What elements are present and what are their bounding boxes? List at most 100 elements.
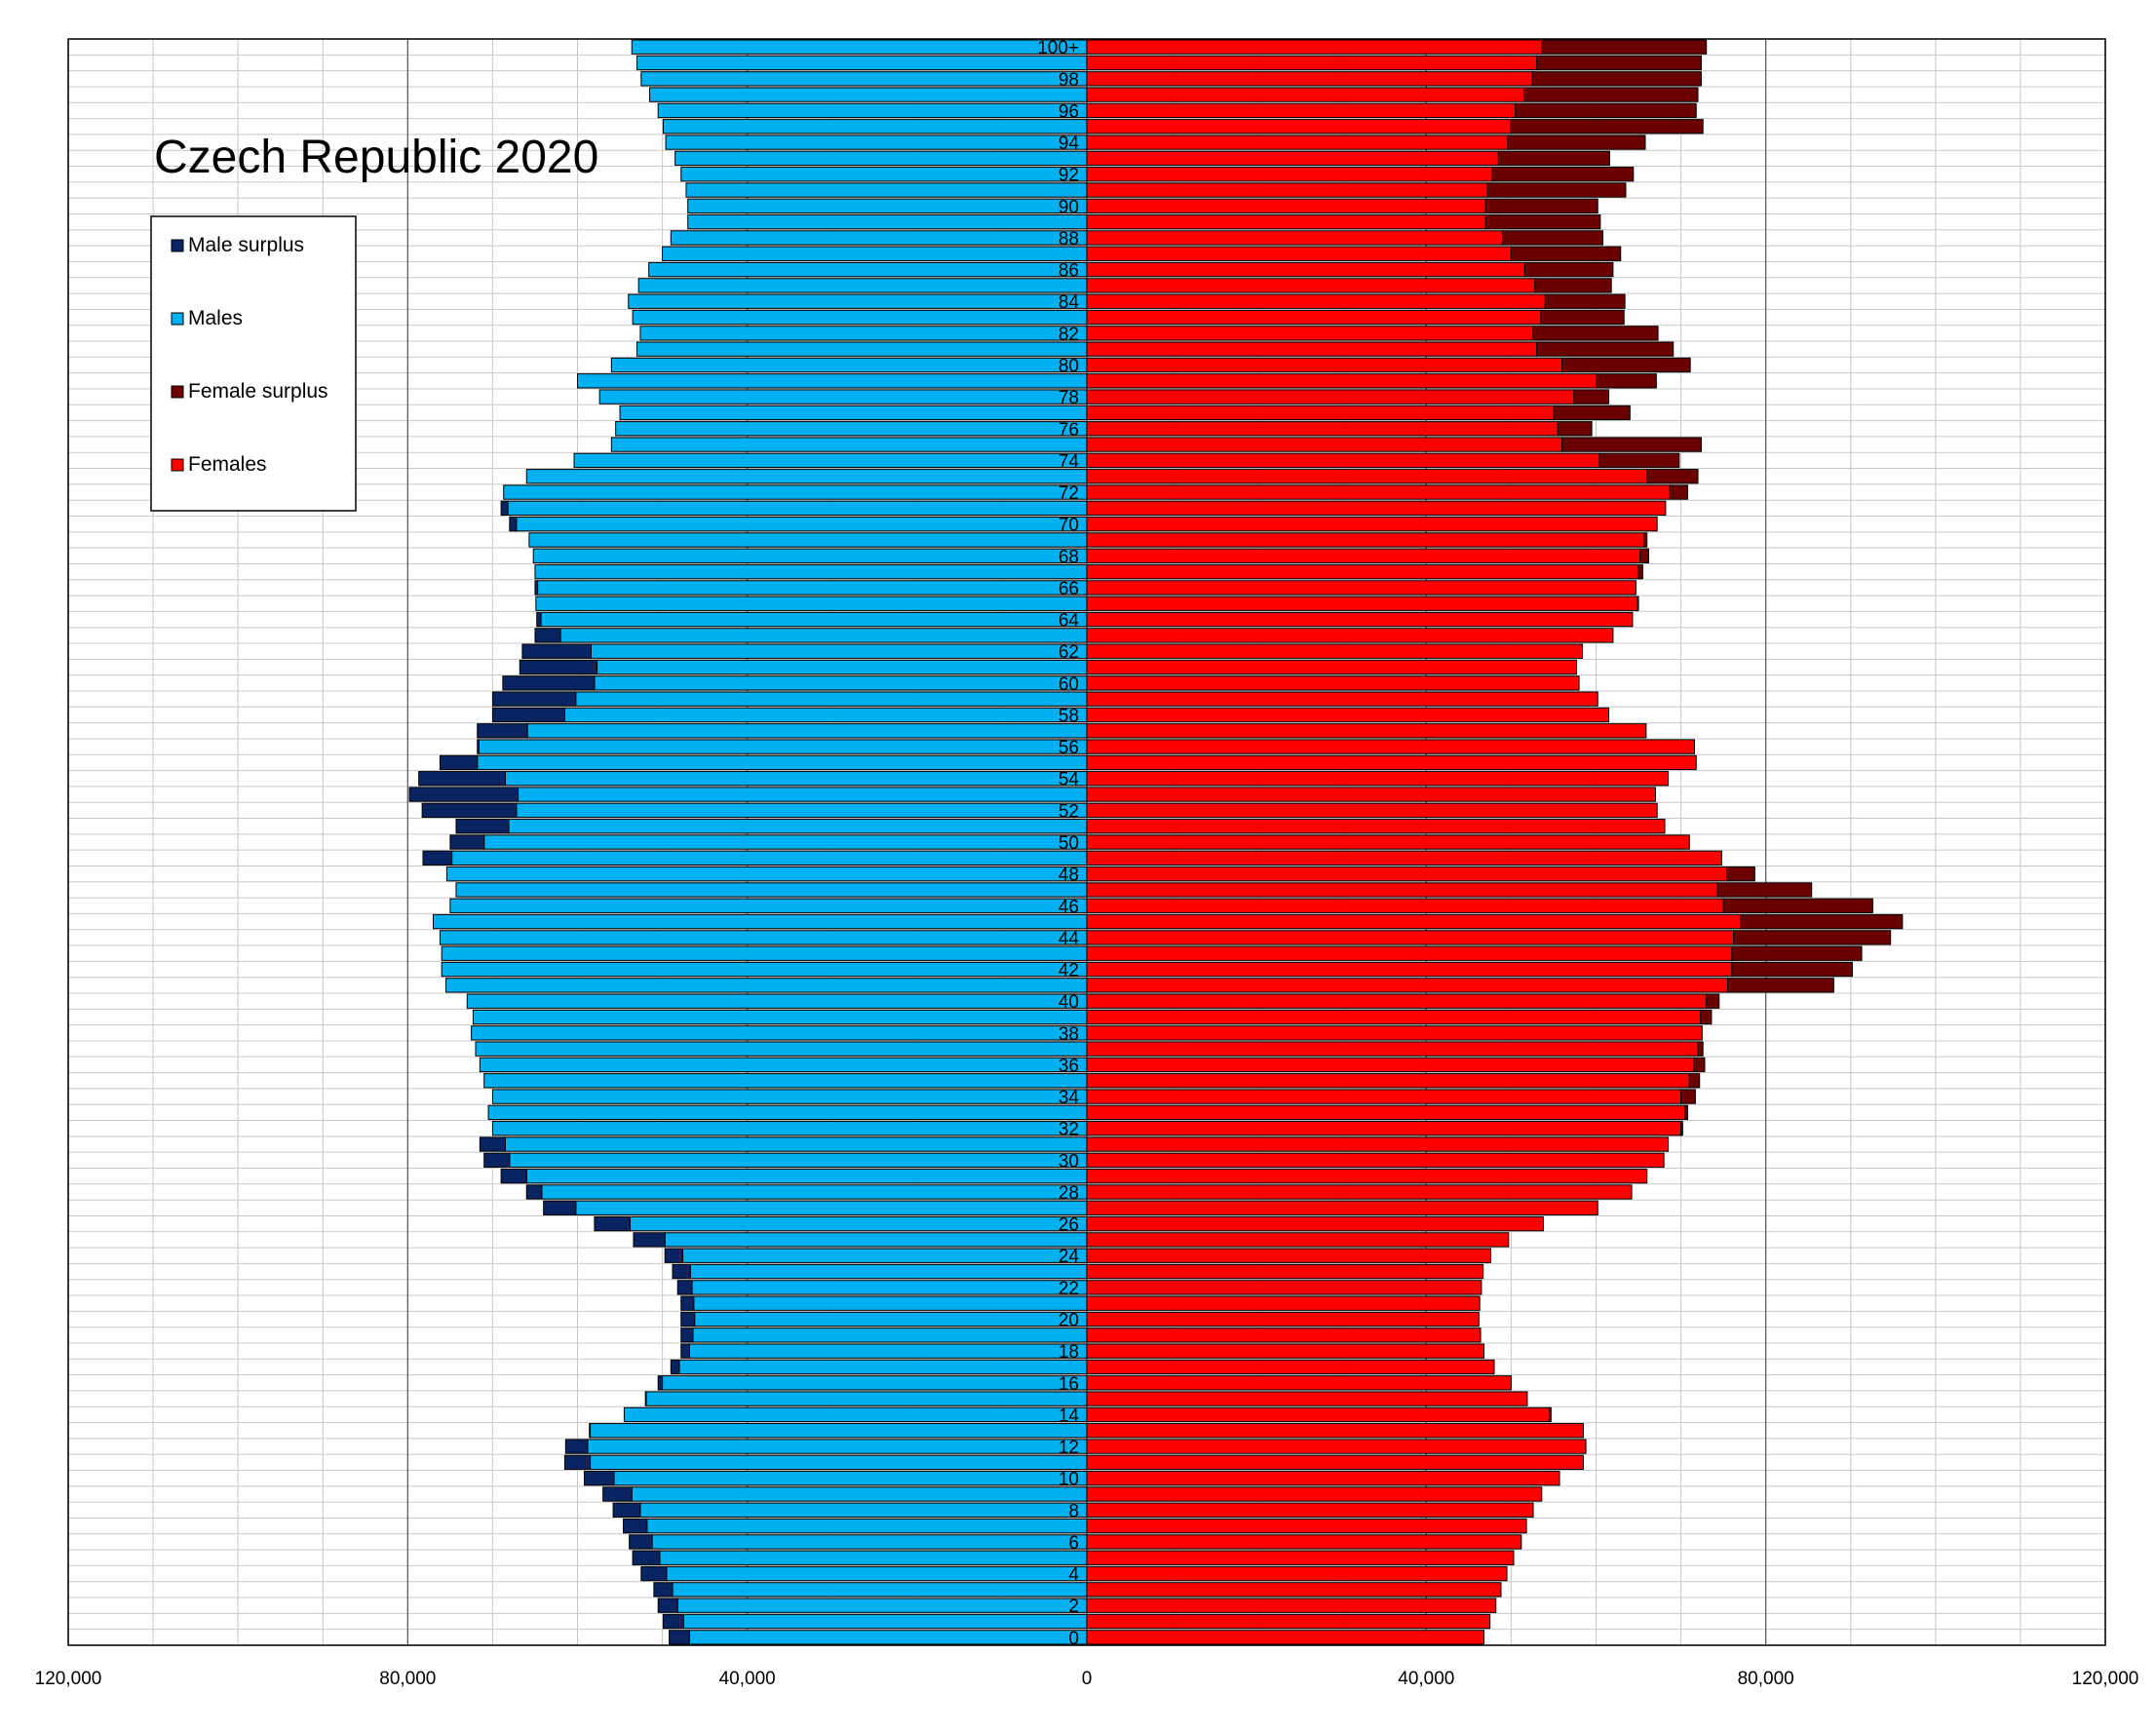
female-bar (1086, 1057, 1695, 1073)
age-label: 92 (1059, 166, 1079, 186)
male-bar (509, 1152, 1088, 1168)
female-surplus-bar (1726, 866, 1755, 882)
female-bar (1086, 723, 1647, 739)
male-bar (610, 357, 1088, 373)
male-surplus-bar (500, 500, 509, 517)
female-bar (1086, 1263, 1484, 1280)
age-label: 24 (1059, 1247, 1080, 1267)
x-axis-ticks: 120,000 80,000 40,000 0 40,000 80,000 120,000 (35, 1669, 2139, 1689)
female-surplus-bar (1639, 548, 1649, 563)
male-bar (662, 1375, 1088, 1391)
male-bar (639, 326, 1088, 341)
female-bar (1086, 532, 1645, 548)
female-bar (1086, 135, 1509, 150)
male-bar (619, 404, 1088, 421)
male-bar (491, 1121, 1088, 1136)
female-bar (1086, 1597, 1497, 1613)
female-bar (1086, 866, 1728, 882)
age-label: 94 (1059, 134, 1080, 154)
female-bar (1086, 1104, 1686, 1121)
male-surplus-bar (657, 1597, 678, 1613)
female-bar (1086, 1328, 1482, 1343)
female-bar (1086, 278, 1536, 293)
male-bar (441, 961, 1088, 978)
female-bar (1086, 55, 1538, 71)
male-bar (441, 945, 1088, 961)
male-bar (508, 819, 1088, 834)
female-surplus-bar (1549, 1406, 1552, 1423)
age-label: 48 (1059, 866, 1079, 886)
male-bar (631, 1486, 1088, 1502)
female-bar (1086, 563, 1639, 580)
male-bar (516, 802, 1088, 819)
female-surplus-bar (1532, 326, 1659, 341)
male-bar (640, 71, 1088, 87)
male-surplus-bar (439, 754, 479, 771)
male-bar (691, 1280, 1088, 1295)
male-surplus-bar (662, 1613, 684, 1630)
female-bar (1086, 261, 1525, 278)
female-bar (1086, 596, 1638, 611)
male-bar (503, 484, 1088, 500)
female-bar (1086, 1041, 1699, 1057)
male-surplus-bar (653, 1582, 674, 1597)
male-bar (451, 850, 1088, 866)
female-bar (1086, 834, 1690, 850)
female-surplus-bar (1484, 198, 1598, 213)
female-bar (1086, 167, 1493, 182)
male-surplus-bar (632, 1550, 661, 1565)
male-surplus-bar (502, 675, 596, 691)
male-bar (449, 898, 1088, 913)
male-bar (657, 102, 1088, 119)
male-surplus-bar (644, 1391, 647, 1406)
female-surplus-bar (1726, 978, 1834, 993)
male-bar (518, 787, 1088, 802)
age-label: 38 (1059, 1024, 1079, 1045)
legend-label: Females (188, 453, 267, 476)
male-bar (532, 548, 1088, 563)
male-bar (628, 293, 1088, 309)
male-surplus-bar (676, 1280, 693, 1295)
x-tick-label: 0 (1082, 1669, 1093, 1689)
male-bar (672, 1582, 1088, 1597)
male-surplus-bar (477, 723, 528, 739)
female-bar (1086, 1565, 1508, 1582)
age-label: 96 (1059, 101, 1079, 122)
female-surplus-bar (1706, 993, 1720, 1009)
age-label: 30 (1059, 1151, 1079, 1172)
age-label: 100+ (1037, 38, 1079, 58)
female-bar (1086, 1121, 1682, 1136)
x-tick-label: 80,000 (1738, 1669, 1794, 1689)
female-bar (1086, 1136, 1670, 1152)
female-surplus-bar (1510, 246, 1622, 261)
female-bar (1086, 1295, 1481, 1311)
x-tick-label: 120,000 (2072, 1669, 2139, 1689)
age-label: 2 (1068, 1597, 1079, 1617)
male-surplus-bar (664, 1248, 683, 1263)
female-bar (1086, 404, 1555, 421)
female-bar (1086, 1232, 1510, 1248)
age-label: 52 (1059, 801, 1079, 822)
female-surplus-bar (1693, 1057, 1706, 1073)
female-surplus-bar (1680, 1089, 1696, 1104)
age-label: 4 (1068, 1565, 1079, 1586)
female-bar (1086, 1486, 1543, 1502)
female-bar (1086, 707, 1610, 723)
male-bar (483, 1073, 1088, 1089)
female-bar (1086, 898, 1724, 913)
female-bar (1086, 246, 1512, 261)
female-surplus-bar (1722, 898, 1873, 913)
female-bar (1086, 882, 1718, 898)
male-surplus-bar (421, 802, 518, 819)
female-surplus-bar (1561, 357, 1691, 373)
male-surplus-bar (519, 659, 598, 675)
female-bar (1086, 1280, 1482, 1295)
male-bar (504, 1136, 1088, 1152)
female-bar (1086, 913, 1742, 930)
female-bar (1086, 421, 1559, 437)
male-bar (528, 532, 1088, 548)
female-bar (1086, 580, 1636, 596)
male-bar (646, 1518, 1088, 1534)
x-tick-label: 120,000 (35, 1669, 102, 1689)
age-label: 78 (1059, 388, 1079, 408)
